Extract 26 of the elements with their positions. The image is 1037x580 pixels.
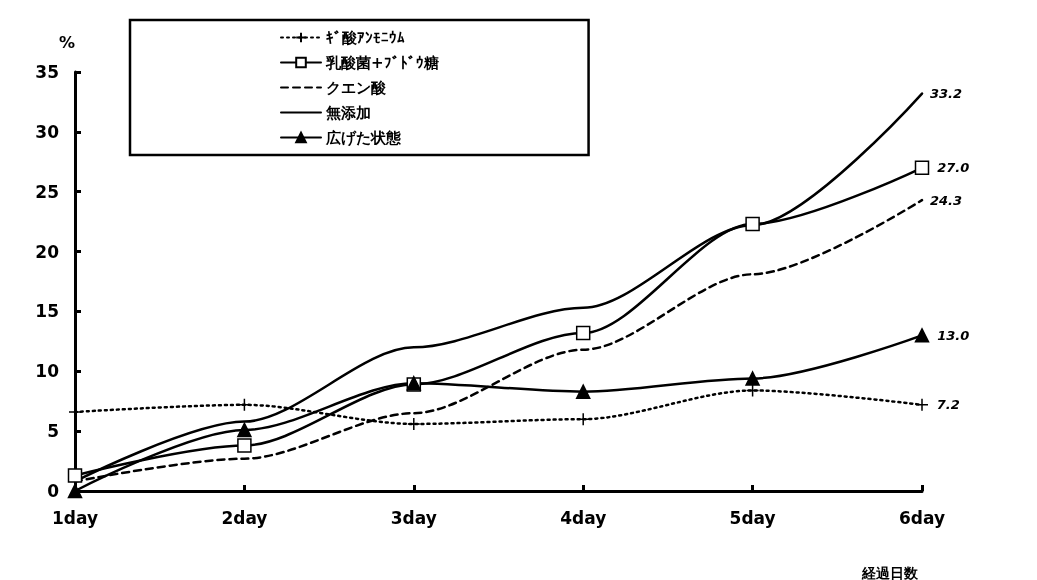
legend-label: クエン酸 xyxy=(326,78,387,97)
legend-label: 無添加 xyxy=(325,103,371,122)
data-label: 33.2 xyxy=(930,86,963,102)
legend-label: 乳酸菌+ﾌﾞﾄﾞｳ糖 xyxy=(325,53,439,72)
y-tick-label: 35 xyxy=(35,62,59,82)
y-tick-label: 0 xyxy=(47,481,60,501)
x-tick-label: 5day xyxy=(729,507,776,528)
legend-label: 広げた状態 xyxy=(325,128,402,147)
data-label: 27.0 xyxy=(937,160,970,176)
x-tick-label: 4day xyxy=(560,507,607,528)
data-label: 7.2 xyxy=(936,397,960,413)
y-tick-label: 20 xyxy=(35,241,60,262)
y-tick-label: 15 xyxy=(35,301,59,322)
data-label: 24.3 xyxy=(930,192,963,208)
y-axis-title: % xyxy=(58,32,75,52)
x-axis-title: 経過日数 xyxy=(861,565,919,580)
x-tick-label: 1day xyxy=(51,507,99,528)
y-tick-label: 5 xyxy=(47,421,59,442)
x-tick-label: 6day xyxy=(898,507,946,528)
y-tick-label: 25 xyxy=(35,181,59,202)
x-tick-label: 3day xyxy=(390,507,437,528)
y-tick-label: 30 xyxy=(35,121,60,142)
legend-label: ｷﾞ酸ｱﾝﾓﾆｳﾑ xyxy=(326,28,405,47)
x-tick-label: 2day xyxy=(221,507,268,528)
data-label: 13.0 xyxy=(937,327,970,343)
y-tick-label: 10 xyxy=(35,361,60,382)
